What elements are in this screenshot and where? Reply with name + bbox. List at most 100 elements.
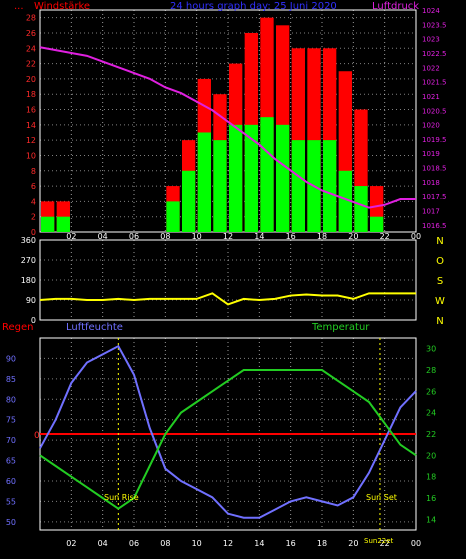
rain-tick-label: 0 <box>34 431 40 441</box>
temperature-tick-label: 24 <box>426 409 436 418</box>
hour-tick-label: 00 <box>411 232 421 241</box>
wind-average-bar <box>244 124 258 232</box>
humidity-tick-label: 55 <box>6 497 16 506</box>
direction-tick-label: 0 <box>31 316 36 325</box>
temperature-tick-label: 18 <box>426 473 436 482</box>
hour-tick-label: 18 <box>317 232 327 241</box>
hour-tick-label: 08 <box>160 232 170 241</box>
temperature-axis-label: Temperatur <box>311 322 370 333</box>
pressure-tick-label: 1023.5 <box>422 21 447 29</box>
wind-tick-label: 22 <box>26 60 36 69</box>
pressure-tick-labels: 1016.5 1017 1017.5 1018 1018.5 1019 1019.5 1020… <box>422 7 447 230</box>
hour-tick-label: 20 <box>348 232 358 241</box>
hour-tick-label: 20 <box>348 539 358 548</box>
wind-average-bar <box>354 186 368 232</box>
bottom-hour-tick-labels: 02 04 06 08 10 12 14 16 18 20 22 00 <box>66 539 421 548</box>
compass-label: N <box>436 316 443 327</box>
compass-label: S <box>437 276 443 287</box>
hour-tick-label: 10 <box>192 232 202 241</box>
humidity-tick-label: 65 <box>6 457 16 466</box>
pressure-tick-label: 1023 <box>422 36 440 44</box>
wind-average-bar <box>260 117 274 232</box>
humidity-tick-label: 80 <box>6 395 16 404</box>
temperature-tick-labels: 14 16 18 20 22 24 26 28 30 <box>426 345 436 525</box>
wind-tick-label: 14 <box>26 121 36 130</box>
wind-tick-label: 20 <box>26 75 36 84</box>
pressure-tick-label: 1018.5 <box>422 165 447 173</box>
hour-tick-label: 16 <box>286 232 296 241</box>
wind-axis-label: Windstärke <box>34 1 90 12</box>
wind-average-bar <box>323 140 337 232</box>
wind-average-bar <box>338 170 352 232</box>
hour-tick-label: 22 <box>380 232 390 241</box>
chart-title: 24 hours graph day: 25 Juni 2020 <box>170 1 337 12</box>
sunset-label: Sun Set <box>366 493 397 502</box>
compass-label: N <box>436 236 443 247</box>
pressure-tick-label: 1017.5 <box>422 193 447 201</box>
wind-direction-line <box>39 292 416 306</box>
hour-tick-label: 08 <box>160 539 170 548</box>
wind-tick-label: 16 <box>26 106 36 115</box>
wind-average-bar <box>213 140 227 232</box>
hour-tick-label: 02 <box>66 539 76 548</box>
top-hour-tick-labels: 02 04 06 08 10 12 14 16 18 20 22 00 <box>66 232 421 241</box>
hour-tick-label: 02 <box>66 232 76 241</box>
temperature-line <box>39 369 417 510</box>
pressure-tick-label: 1017 <box>422 208 440 216</box>
wind-tick-label: 26 <box>26 29 36 38</box>
wind-tick-label: 10 <box>26 151 36 160</box>
hour-tick-label: 14 <box>254 232 264 241</box>
temperature-tick-label: 26 <box>426 387 436 396</box>
hour-tick-label: 00 <box>411 539 421 548</box>
pressure-tick-label: 1016.5 <box>422 222 447 230</box>
sunrise-label: Sun Rise <box>104 493 139 502</box>
wind-tick-label: 28 <box>26 14 36 23</box>
direction-tick-label: 180 <box>21 276 36 285</box>
humidity-tick-label: 60 <box>6 477 16 486</box>
wind-average-bar <box>370 216 384 232</box>
wind-tick-label: 4 <box>31 197 36 206</box>
wind-average-bar <box>276 124 290 232</box>
pressure-tick-label: 1022.5 <box>422 50 447 58</box>
pressure-tick-label: 1021.5 <box>422 79 447 87</box>
hour-tick-label: 12 <box>223 232 233 241</box>
pressure-tick-label: 1022 <box>422 64 440 72</box>
hour-tick-label: 12 <box>223 539 233 548</box>
pressure-tick-label: 1018 <box>422 179 440 187</box>
wind-tick-label: 0 <box>31 228 36 237</box>
temperature-tick-label: 22 <box>426 430 436 439</box>
temperature-tick-label: 14 <box>426 515 436 524</box>
humidity-tick-labels: 50 55 60 65 70 75 80 85 90 <box>6 354 16 526</box>
pressure-line <box>39 46 416 209</box>
wind-label-prefix: ... <box>14 1 24 12</box>
pressure-tick-label: 1020 <box>422 122 440 130</box>
wind-tick-label: 8 <box>31 167 36 176</box>
compass-label: O <box>436 256 444 267</box>
hour-tick-label: 22 <box>380 539 390 548</box>
direction-tick-label: 90 <box>26 296 36 305</box>
wind-average-bar <box>166 201 180 232</box>
humidity-line <box>39 344 417 519</box>
wind-average-bar <box>197 132 211 232</box>
hour-tick-label: 04 <box>98 232 108 241</box>
pressure-tick-label: 1020.5 <box>422 107 447 115</box>
hour-tick-label: 04 <box>98 539 108 548</box>
humidity-tick-label: 70 <box>6 436 16 445</box>
humidity-tick-label: 75 <box>6 416 16 425</box>
hour-tick-label: 14 <box>254 539 264 548</box>
wind-average-bar <box>291 140 305 232</box>
temperature-tick-label: 20 <box>426 451 436 460</box>
humidity-tick-label: 90 <box>6 354 16 363</box>
wind-tick-label: 12 <box>26 136 36 145</box>
temperature-tick-label: 16 <box>426 494 436 503</box>
humidity-tick-label: 85 <box>6 375 16 384</box>
wind-average-bar <box>41 216 55 232</box>
hour-tick-label: 10 <box>192 539 202 548</box>
pressure-tick-label: 1024 <box>422 7 440 15</box>
hour-tick-label: 06 <box>129 539 139 548</box>
wind-average-bar <box>229 124 243 232</box>
